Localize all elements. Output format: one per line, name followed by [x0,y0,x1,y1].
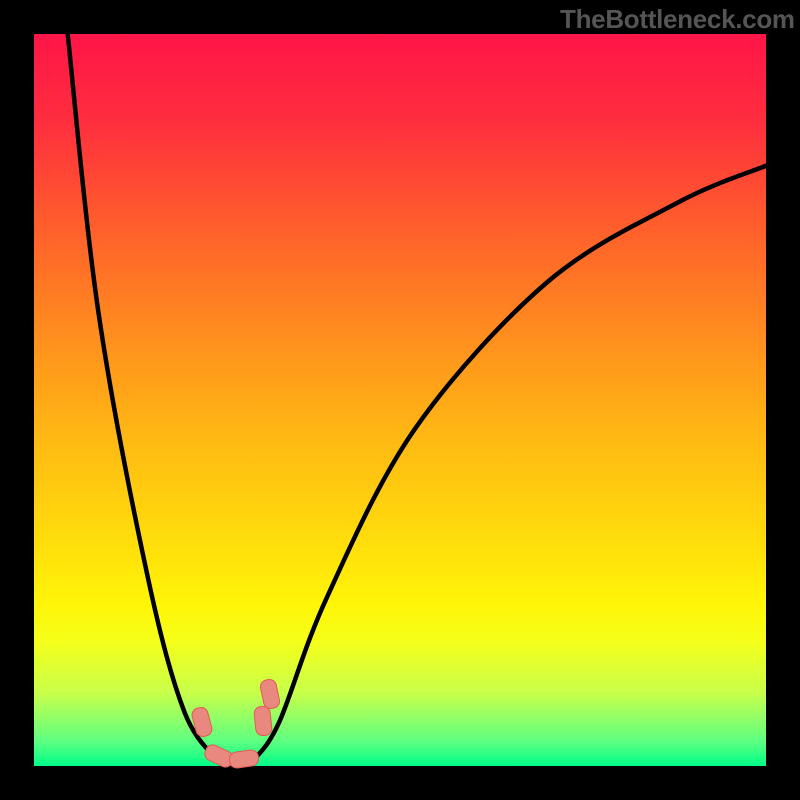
bottleneck-curve [0,0,800,800]
chart-root: TheBottleneck.com [0,0,800,800]
data-marker [253,705,273,737]
curve-path [68,34,766,760]
